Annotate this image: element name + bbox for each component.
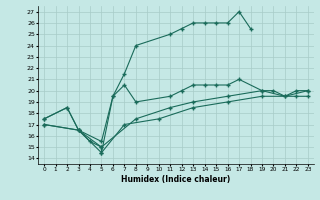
X-axis label: Humidex (Indice chaleur): Humidex (Indice chaleur) bbox=[121, 175, 231, 184]
